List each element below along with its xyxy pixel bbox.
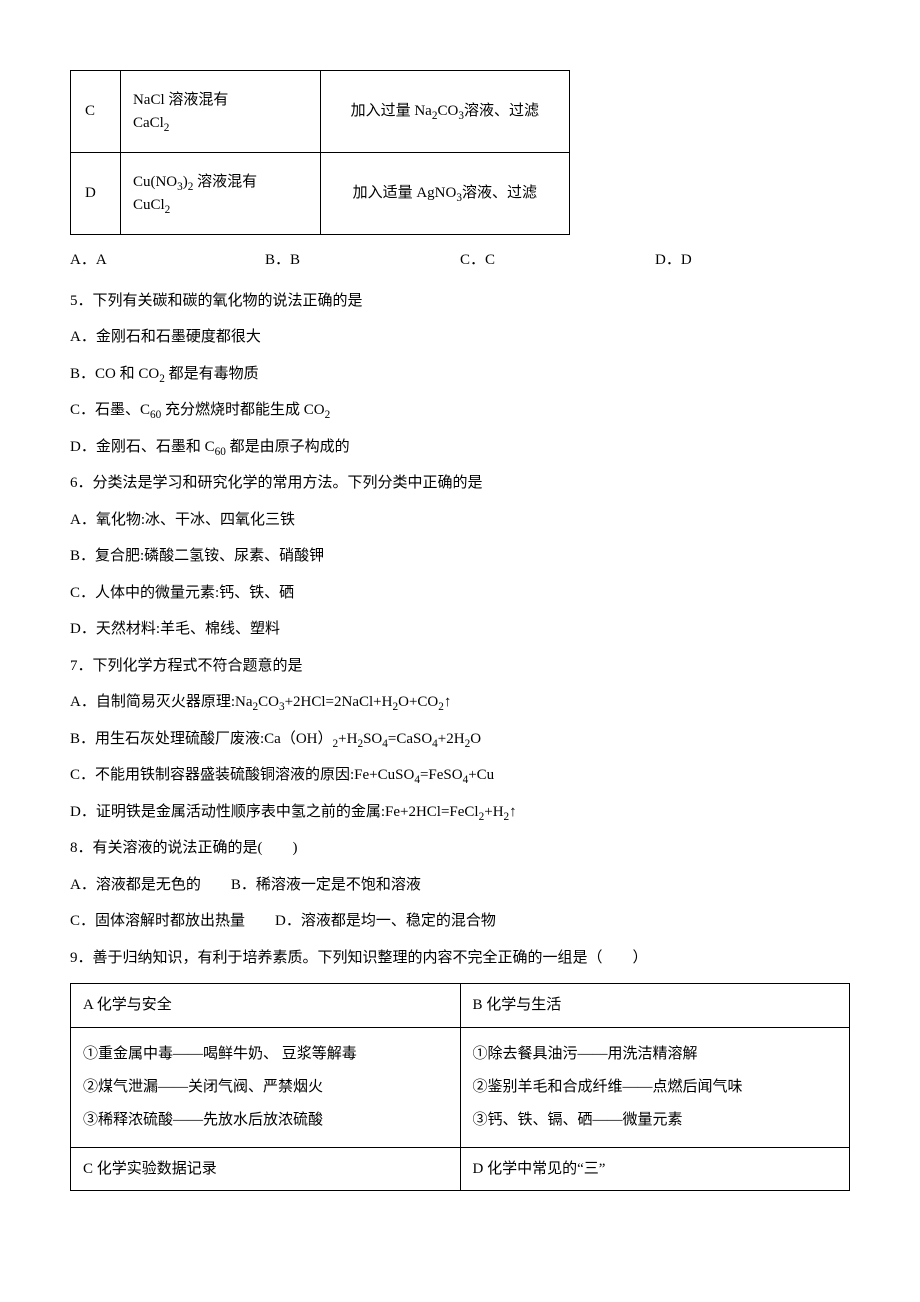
- cell-a-line1: ①重金属中毒——喝鲜牛奶、 豆浆等解毒: [83, 1038, 448, 1071]
- table-row: D Cu(NO3)2 溶液混有CuCl2 加入适量 AgNO3溶液、过滤: [71, 153, 570, 235]
- knowledge-summary-table: A 化学与安全 B 化学与生活 ①重金属中毒——喝鲜牛奶、 豆浆等解毒 ②煤气泄…: [70, 983, 850, 1191]
- q8-line2: C．固体溶解时都放出热量 D．溶液都是均一、稳定的混合物: [70, 910, 850, 933]
- cell-b-line2: ②鉴别羊毛和合成纤维——点燃后闻气味: [473, 1071, 838, 1104]
- row-method-c: 加入过量 Na2CO3溶液、过滤: [320, 71, 569, 153]
- question-5-stem: 5．下列有关碳和碳的氧化物的说法正确的是: [70, 290, 850, 313]
- table-row: C 化学实验数据记录 D 化学中常见的“三”: [71, 1147, 850, 1191]
- cell-b-line1: ①除去餐具油污——用洗洁精溶解: [473, 1038, 838, 1071]
- row-mixture-c: NaCl 溶液混有CaCl2: [120, 71, 320, 153]
- table-row: C NaCl 溶液混有CaCl2 加入过量 Na2CO3溶液、过滤: [71, 71, 570, 153]
- q6-option-c: C．人体中的微量元素:钙、铁、硒: [70, 582, 850, 605]
- q7-option-b: B．用生石灰处理硫酸厂废液:Ca（OH）2+H2SO4=CaSO4+2H2O: [70, 728, 850, 751]
- question-8-stem: 8．有关溶液的说法正确的是( ): [70, 837, 850, 860]
- cell-b-head: B 化学与生活: [460, 984, 850, 1028]
- q5-option-c: C．石墨、C60 充分燃烧时都能生成 CO2: [70, 399, 850, 422]
- row-method-d: 加入适量 AgNO3溶液、过滤: [320, 153, 569, 235]
- question-6-stem: 6．分类法是学习和研究化学的常用方法。下列分类中正确的是: [70, 472, 850, 495]
- q8-line1: A．溶液都是无色的 B．稀溶液一定是不饱和溶液: [70, 874, 850, 897]
- option-a: A．A: [70, 249, 265, 272]
- q5-option-a: A．金刚石和石墨硬度都很大: [70, 326, 850, 349]
- question-9-stem: 9．善于归纳知识，有利于培养素质。下列知识整理的内容不完全正确的一组是（ ）: [70, 947, 850, 970]
- cell-a-line3: ③稀释浓硫酸——先放水后放浓硫酸: [83, 1104, 448, 1137]
- cell-d-head: D 化学中常见的“三”: [460, 1147, 850, 1191]
- table-row: ①重金属中毒——喝鲜牛奶、 豆浆等解毒 ②煤气泄漏——关闭气阀、严禁烟火 ③稀释…: [71, 1027, 850, 1147]
- cell-a-line2: ②煤气泄漏——关闭气阀、严禁烟火: [83, 1071, 448, 1104]
- option-c: C．C: [460, 249, 655, 272]
- cell-b-line3: ③钙、铁、镉、硒——微量元素: [473, 1104, 838, 1137]
- option-b: B．B: [265, 249, 460, 272]
- q7-option-c: C．不能用铁制容器盛装硫酸铜溶液的原因:Fe+CuSO4=FeSO4+Cu: [70, 764, 850, 787]
- q6-option-a: A．氧化物:冰、干冰、四氧化三铁: [70, 509, 850, 532]
- mixture-method-table: C NaCl 溶液混有CaCl2 加入过量 Na2CO3溶液、过滤 D Cu(N…: [70, 70, 570, 235]
- cell-a-body: ①重金属中毒——喝鲜牛奶、 豆浆等解毒 ②煤气泄漏——关闭气阀、严禁烟火 ③稀释…: [71, 1027, 461, 1147]
- q7-option-d: D．证明铁是金属活动性顺序表中氢之前的金属:Fe+2HCl=FeCl2+H2↑: [70, 801, 850, 824]
- row-label-d: D: [71, 153, 121, 235]
- row-mixture-d: Cu(NO3)2 溶液混有CuCl2: [120, 153, 320, 235]
- row-label-c: C: [71, 71, 121, 153]
- cell-a-head: A 化学与安全: [71, 984, 461, 1028]
- q6-option-d: D．天然材料:羊毛、棉线、塑料: [70, 618, 850, 641]
- question-4-options: A．A B．B C．C D．D: [70, 249, 850, 272]
- q5-option-b: B．CO 和 CO2 都是有毒物质: [70, 363, 850, 386]
- q7-option-a: A．自制简易灭火器原理:Na2CO3+2HCl=2NaCl+H2O+CO2↑: [70, 691, 850, 714]
- table-row: A 化学与安全 B 化学与生活: [71, 984, 850, 1028]
- cell-b-body: ①除去餐具油污——用洗洁精溶解 ②鉴别羊毛和合成纤维——点燃后闻气味 ③钙、铁、…: [460, 1027, 850, 1147]
- option-d: D．D: [655, 249, 850, 272]
- q6-option-b: B．复合肥:磷酸二氢铵、尿素、硝酸钾: [70, 545, 850, 568]
- question-7-stem: 7．下列化学方程式不符合题意的是: [70, 655, 850, 678]
- cell-c-head: C 化学实验数据记录: [71, 1147, 461, 1191]
- q5-option-d: D．金刚石、石墨和 C60 都是由原子构成的: [70, 436, 850, 459]
